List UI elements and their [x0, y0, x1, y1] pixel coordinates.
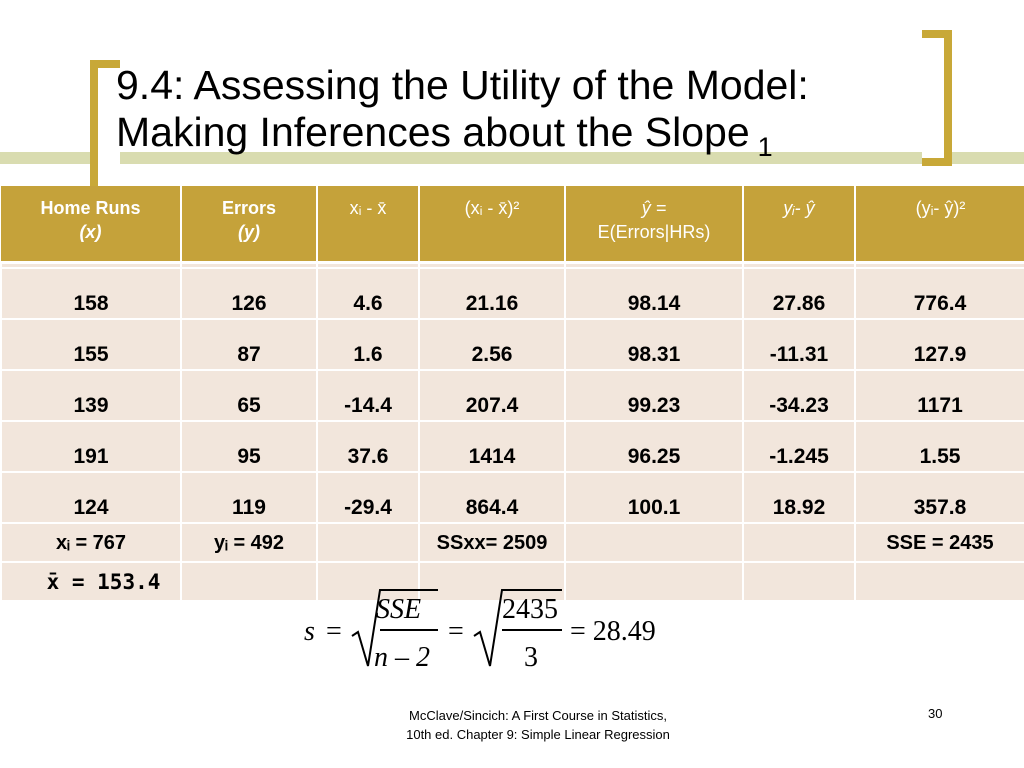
cell	[316, 522, 420, 563]
title-subscript: 1	[757, 132, 773, 162]
cell: 124	[0, 471, 182, 524]
cell: 357.8	[854, 471, 1024, 524]
cell: 1171	[854, 369, 1024, 422]
cell: 119	[180, 471, 318, 524]
cell	[418, 561, 566, 602]
formula-eq-1: =	[326, 616, 342, 647]
formula-sse: SSE	[376, 594, 421, 625]
cell: 95	[180, 420, 318, 473]
right-bracket	[922, 30, 952, 166]
header-predicted-y: ŷ = E(Errors|HRs)	[565, 186, 744, 263]
cell	[564, 561, 744, 602]
title-line-2: Making Inferences about the Slope 1	[116, 108, 916, 162]
cell: 158	[0, 267, 182, 320]
sum-x-cell: xᵢ = 767	[0, 522, 182, 563]
cell	[854, 561, 1024, 602]
header-x-deviation: xᵢ - x̄	[317, 186, 420, 263]
cell: 139	[0, 369, 182, 422]
sqrt-sign-2	[473, 589, 562, 667]
standard-error-formula: s = SSE n – 2 = 2435 3 = 28.49	[304, 589, 656, 673]
page-number: 30	[928, 706, 943, 721]
cell: 96.25	[564, 420, 744, 473]
table-row: 158 126 4.6 21.16 98.14 27.86 776.4	[0, 267, 1024, 320]
sse-cell: SSE = 2435	[854, 522, 1024, 563]
footer-line-1: McClave/Sincich: A First Course in Stati…	[409, 708, 667, 723]
cell: 37.6	[316, 420, 420, 473]
table-row: 155 87 1.6 2.56 98.31 -11.31 127.9	[0, 318, 1024, 371]
top-decorative-bar	[0, 152, 1024, 164]
cell: 1414	[418, 420, 566, 473]
cell: 207.4	[418, 369, 566, 422]
cell: -11.31	[742, 318, 856, 371]
cell: 98.31	[564, 318, 744, 371]
cell: 776.4	[854, 267, 1024, 320]
page-title: 9.4: Assessing the Utility of the Model:…	[116, 62, 916, 162]
formula-n-minus-2: n – 2	[374, 642, 430, 673]
formula-den: 3	[524, 642, 538, 673]
header-home-runs: Home Runs (x)	[1, 186, 182, 263]
regression-table: Home Runs (x) Errors (y) xᵢ - x̄ (xᵢ - x̄)…	[0, 186, 1024, 602]
cell: 1.55	[854, 420, 1024, 473]
cell	[564, 522, 744, 563]
cell: 864.4	[418, 471, 566, 524]
sum-row: xᵢ = 767 yᵢ = 492 SSxx= 2509 SSE = 2435	[0, 522, 1024, 563]
cell: 65	[180, 369, 318, 422]
cell	[742, 561, 856, 602]
cell: 126	[180, 267, 318, 320]
sum-y-cell: yᵢ = 492	[180, 522, 318, 563]
table-gap-row	[0, 261, 1024, 268]
header-x-deviation-squared: (xᵢ - x̄)²	[419, 186, 566, 263]
ssxx-cell: SSxx= 2509	[418, 522, 566, 563]
title-line-2-text: Making Inferences about the Slope	[116, 109, 750, 155]
cell: 155	[0, 318, 182, 371]
table-row: 191 95 37.6 1414 96.25 -1.245 1.55	[0, 420, 1024, 473]
cell: 98.14	[564, 267, 744, 320]
header-residual: yᵢ- ŷ	[743, 186, 856, 263]
cell: 99.23	[564, 369, 744, 422]
header-errors: Errors (y)	[181, 186, 318, 263]
cell: -34.23	[742, 369, 856, 422]
formula-result: = 28.49	[570, 616, 656, 647]
cell: 1.6	[316, 318, 420, 371]
cell: -14.4	[316, 369, 420, 422]
cell	[316, 561, 420, 602]
cell	[742, 522, 856, 563]
cell: 4.6	[316, 267, 420, 320]
footer-line-2: 10th ed. Chapter 9: Simple Linear Regres…	[406, 727, 670, 742]
cell: 191	[0, 420, 182, 473]
footer-citation: McClave/Sincich: A First Course in Stati…	[388, 706, 688, 744]
sqrt-sign-1	[351, 589, 438, 667]
table-header-row: Home Runs (x) Errors (y) xᵢ - x̄ (xᵢ - x̄)…	[1, 186, 1024, 263]
cell: 27.86	[742, 267, 856, 320]
cell: 87	[180, 318, 318, 371]
cell: 2.56	[418, 318, 566, 371]
x-mean-cell: x̄ = 153.4	[0, 561, 182, 602]
cell: -1.245	[742, 420, 856, 473]
cell: 21.16	[418, 267, 566, 320]
table-row: 124 119 -29.4 864.4 100.1 18.92 357.8	[0, 471, 1024, 524]
cell: -29.4	[316, 471, 420, 524]
mean-row: x̄ = 153.4	[0, 561, 1024, 602]
cell: 127.9	[854, 318, 1024, 371]
table-row: 139 65 -14.4 207.4 99.23 -34.23 1171	[0, 369, 1024, 422]
formula-eq-2: =	[448, 616, 464, 647]
cell	[180, 561, 318, 602]
formula-num: 2435	[502, 594, 558, 625]
header-residual-squared: (yᵢ- ŷ)²	[855, 186, 1024, 263]
cell: 100.1	[564, 471, 744, 524]
cell: 18.92	[742, 471, 856, 524]
title-line-1: 9.4: Assessing the Utility of the Model:	[116, 62, 809, 108]
formula-s: s	[304, 616, 315, 647]
